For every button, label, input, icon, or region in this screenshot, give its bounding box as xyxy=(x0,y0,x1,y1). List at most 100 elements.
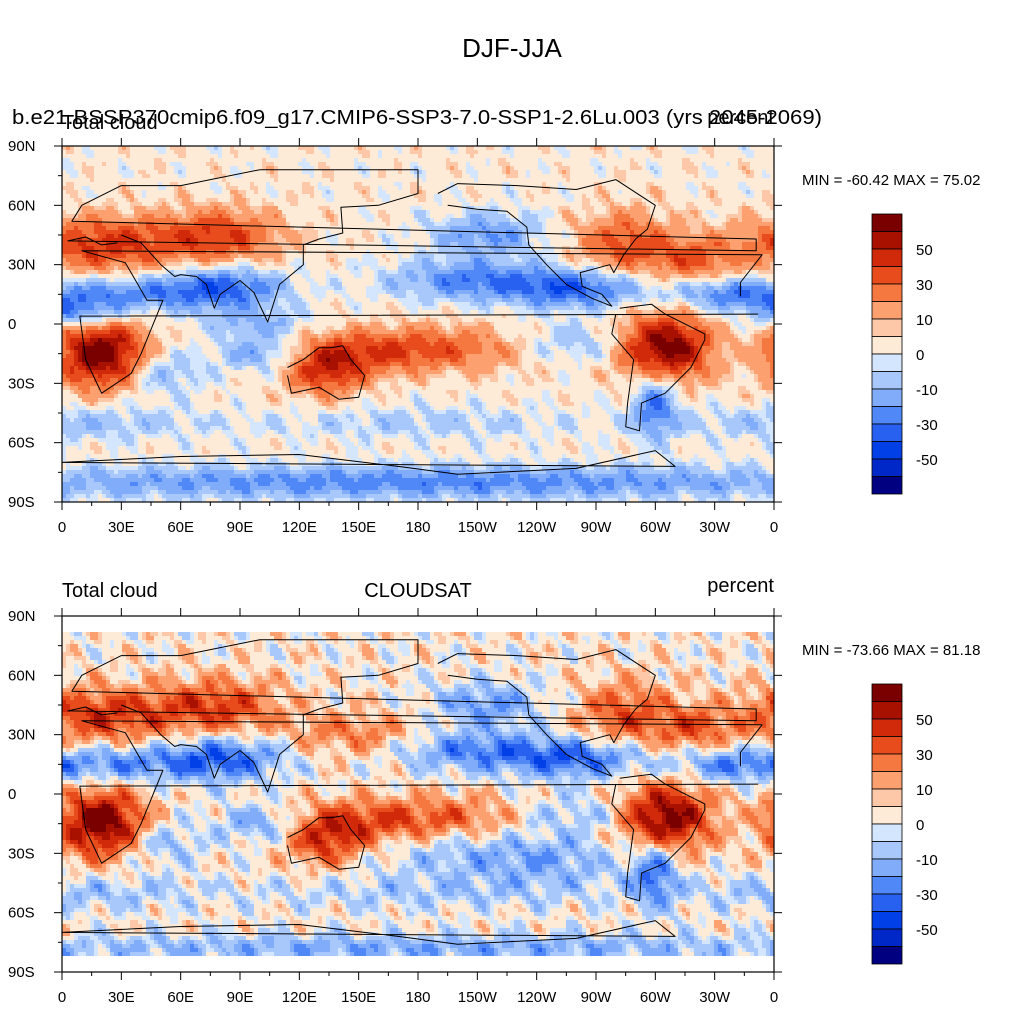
heatmap-cell-0-10-159 xyxy=(698,186,703,191)
heatmap-cell-0-84-112 xyxy=(510,482,523,487)
heatmap-cell-0-37-11 xyxy=(106,294,111,299)
heatmap-cell-0-80-60 xyxy=(302,466,327,471)
heatmap-cell-0-9-89 xyxy=(418,182,451,187)
heatmap-cell-0-41-40 xyxy=(222,310,259,315)
heatmap-cell-0-17-131 xyxy=(586,214,611,219)
heatmap-cell-0-49-141 xyxy=(626,342,639,347)
heatmap-cell-0-40-157 xyxy=(690,306,699,311)
heatmap-cell-0-43-10 xyxy=(102,318,107,323)
heatmap-cell-0-40-107 xyxy=(490,306,495,311)
heatmap-cell-0-80-101 xyxy=(466,466,475,471)
heatmap-cell-0-12-42 xyxy=(230,194,235,199)
heatmap-cell-0-40-49 xyxy=(258,306,283,311)
heatmap-cell-0-74-19 xyxy=(138,442,147,447)
heatmap-cell-0-8-139 xyxy=(618,178,627,183)
heatmap-cell-0-27-96 xyxy=(446,254,471,259)
heatmap-cell-0-33-140 xyxy=(622,278,627,283)
heatmap-cell-0-10-63 xyxy=(314,186,319,191)
heatmap-cell-0-79-116 xyxy=(526,462,539,467)
heatmap-cell-0-28-84 xyxy=(398,258,415,263)
heatmap-cell-0-56-75 xyxy=(362,370,371,375)
heatmap-cell-0-66-17 xyxy=(130,410,143,415)
heatmap-cell-0-6-31 xyxy=(186,170,211,175)
heatmap-cell-0-38-140 xyxy=(622,298,635,303)
heatmap-cell-0-13-42 xyxy=(230,198,235,203)
heatmap-cell-0-22-83 xyxy=(394,234,403,239)
heatmap-cell-0-35-155 xyxy=(682,286,691,291)
heatmap-cell-0-39-3 xyxy=(74,302,95,307)
heatmap-cell-0-40-70 xyxy=(342,306,351,311)
heatmap-cell-0-73-92 xyxy=(430,438,467,443)
heatmap-cell-0-16-77 xyxy=(370,210,379,215)
heatmap-cell-0-29-126 xyxy=(566,262,575,267)
heatmap-cell-0-5-42 xyxy=(230,166,239,171)
heatmap-cell-0-45-169 xyxy=(738,326,747,331)
heatmap-cell-0-84-49 xyxy=(258,482,271,487)
heatmap-cell-0-53-74 xyxy=(358,358,375,363)
heatmap-cell-0-18-92 xyxy=(430,218,435,223)
heatmap-cell-0-51-55 xyxy=(282,350,291,355)
heatmap-cell-0-67-51 xyxy=(266,414,279,419)
heatmap-cell-0-47-71 xyxy=(346,334,355,339)
heatmap-cell-0-23-19 xyxy=(138,238,147,243)
heatmap-cell-0-52-100 xyxy=(462,354,467,359)
heatmap-cell-0-47-1 xyxy=(66,334,91,339)
heatmap-cell-0-31-98 xyxy=(454,270,499,275)
heatmap-cell-0-55-96 xyxy=(446,366,455,371)
heatmap-cell-0-70-16 xyxy=(126,426,139,431)
heatmap-cell-0-53-139 xyxy=(618,358,635,363)
heatmap-cell-0-69-176 xyxy=(766,422,774,427)
heatmap-cell-0-44-121 xyxy=(546,322,571,327)
heatmap-cell-0-74-60 xyxy=(302,442,311,447)
heatmap-cell-0-50-147 xyxy=(650,346,659,351)
heatmap-cell-0-46-57 xyxy=(290,330,295,335)
heatmap-cell-0-7-63 xyxy=(314,174,323,179)
heatmap-cell-0-0-147 xyxy=(650,146,655,151)
heatmap-cell-0-21-149 xyxy=(658,230,667,235)
heatmap-cell-0-66-73 xyxy=(354,410,367,415)
heatmap-cell-0-64-130 xyxy=(582,402,587,407)
heatmap-cell-0-63-5 xyxy=(82,398,99,403)
heatmap-cell-0-50-79 xyxy=(378,346,383,351)
heatmap-cell-0-40-75 xyxy=(362,306,387,311)
heatmap-cell-0-84-82 xyxy=(390,482,423,487)
heatmap-cell-0-26-126 xyxy=(566,250,571,255)
heatmap-cell-0-48-59 xyxy=(298,338,303,343)
heatmap-cell-0-75-138 xyxy=(614,446,619,451)
heatmap-cell-0-23-73 xyxy=(354,238,367,243)
heatmap-cell-0-37-129 xyxy=(578,294,587,299)
heatmap-cell-0-62-90 xyxy=(422,394,451,399)
heatmap-cell-0-11-164 xyxy=(718,190,743,195)
heatmap-cell-0-78-23 xyxy=(154,458,163,463)
heatmap-cell-0-65-142 xyxy=(630,406,635,411)
heatmap-cell-0-36-158 xyxy=(694,290,703,295)
heatmap-cell-0-1-113 xyxy=(514,150,543,155)
heatmap-cell-0-83-167 xyxy=(730,478,751,483)
heatmap-cell-0-44-167 xyxy=(730,322,735,327)
heatmap-cell-0-7-104 xyxy=(478,174,507,179)
heatmap-cell-0-51-96 xyxy=(446,350,455,355)
heatmap-cell-0-21-174 xyxy=(758,230,774,235)
heatmap-cell-0-64-164 xyxy=(718,402,723,407)
heatmap-cell-0-75-30 xyxy=(182,446,191,451)
heatmap-cell-0-4-96 xyxy=(446,162,459,167)
heatmap-cell-0-74-176 xyxy=(766,442,774,447)
heatmap-cell-0-28-133 xyxy=(594,258,615,263)
heatmap-cell-0-7-141 xyxy=(626,174,655,179)
heatmap-cell-0-20-3 xyxy=(74,226,79,231)
heatmap-cell-0-45-73 xyxy=(354,326,363,331)
heatmap-cell-0-82-141 xyxy=(626,474,635,479)
heatmap-cell-0-4-76 xyxy=(366,162,395,167)
heatmap-cell-0-4-87 xyxy=(410,162,419,167)
heatmap-cell-0-40-121 xyxy=(546,306,575,311)
heatmap-cell-0-39-105 xyxy=(482,302,487,307)
heatmap-cell-0-15-136 xyxy=(606,206,611,211)
heatmap-cell-0-65-32 xyxy=(190,406,195,411)
heatmap-cell-0-68-138 xyxy=(614,418,635,423)
heatmap-cell-0-63-79 xyxy=(378,398,387,403)
heatmap-cell-0-50-62 xyxy=(310,346,315,351)
heatmap-cell-0-61-71 xyxy=(346,390,355,395)
heatmap-cell-0-47-177 xyxy=(770,334,774,339)
heatmap-cell-0-10-37 xyxy=(210,186,223,191)
heatmap-cell-0-58-164 xyxy=(718,378,735,383)
